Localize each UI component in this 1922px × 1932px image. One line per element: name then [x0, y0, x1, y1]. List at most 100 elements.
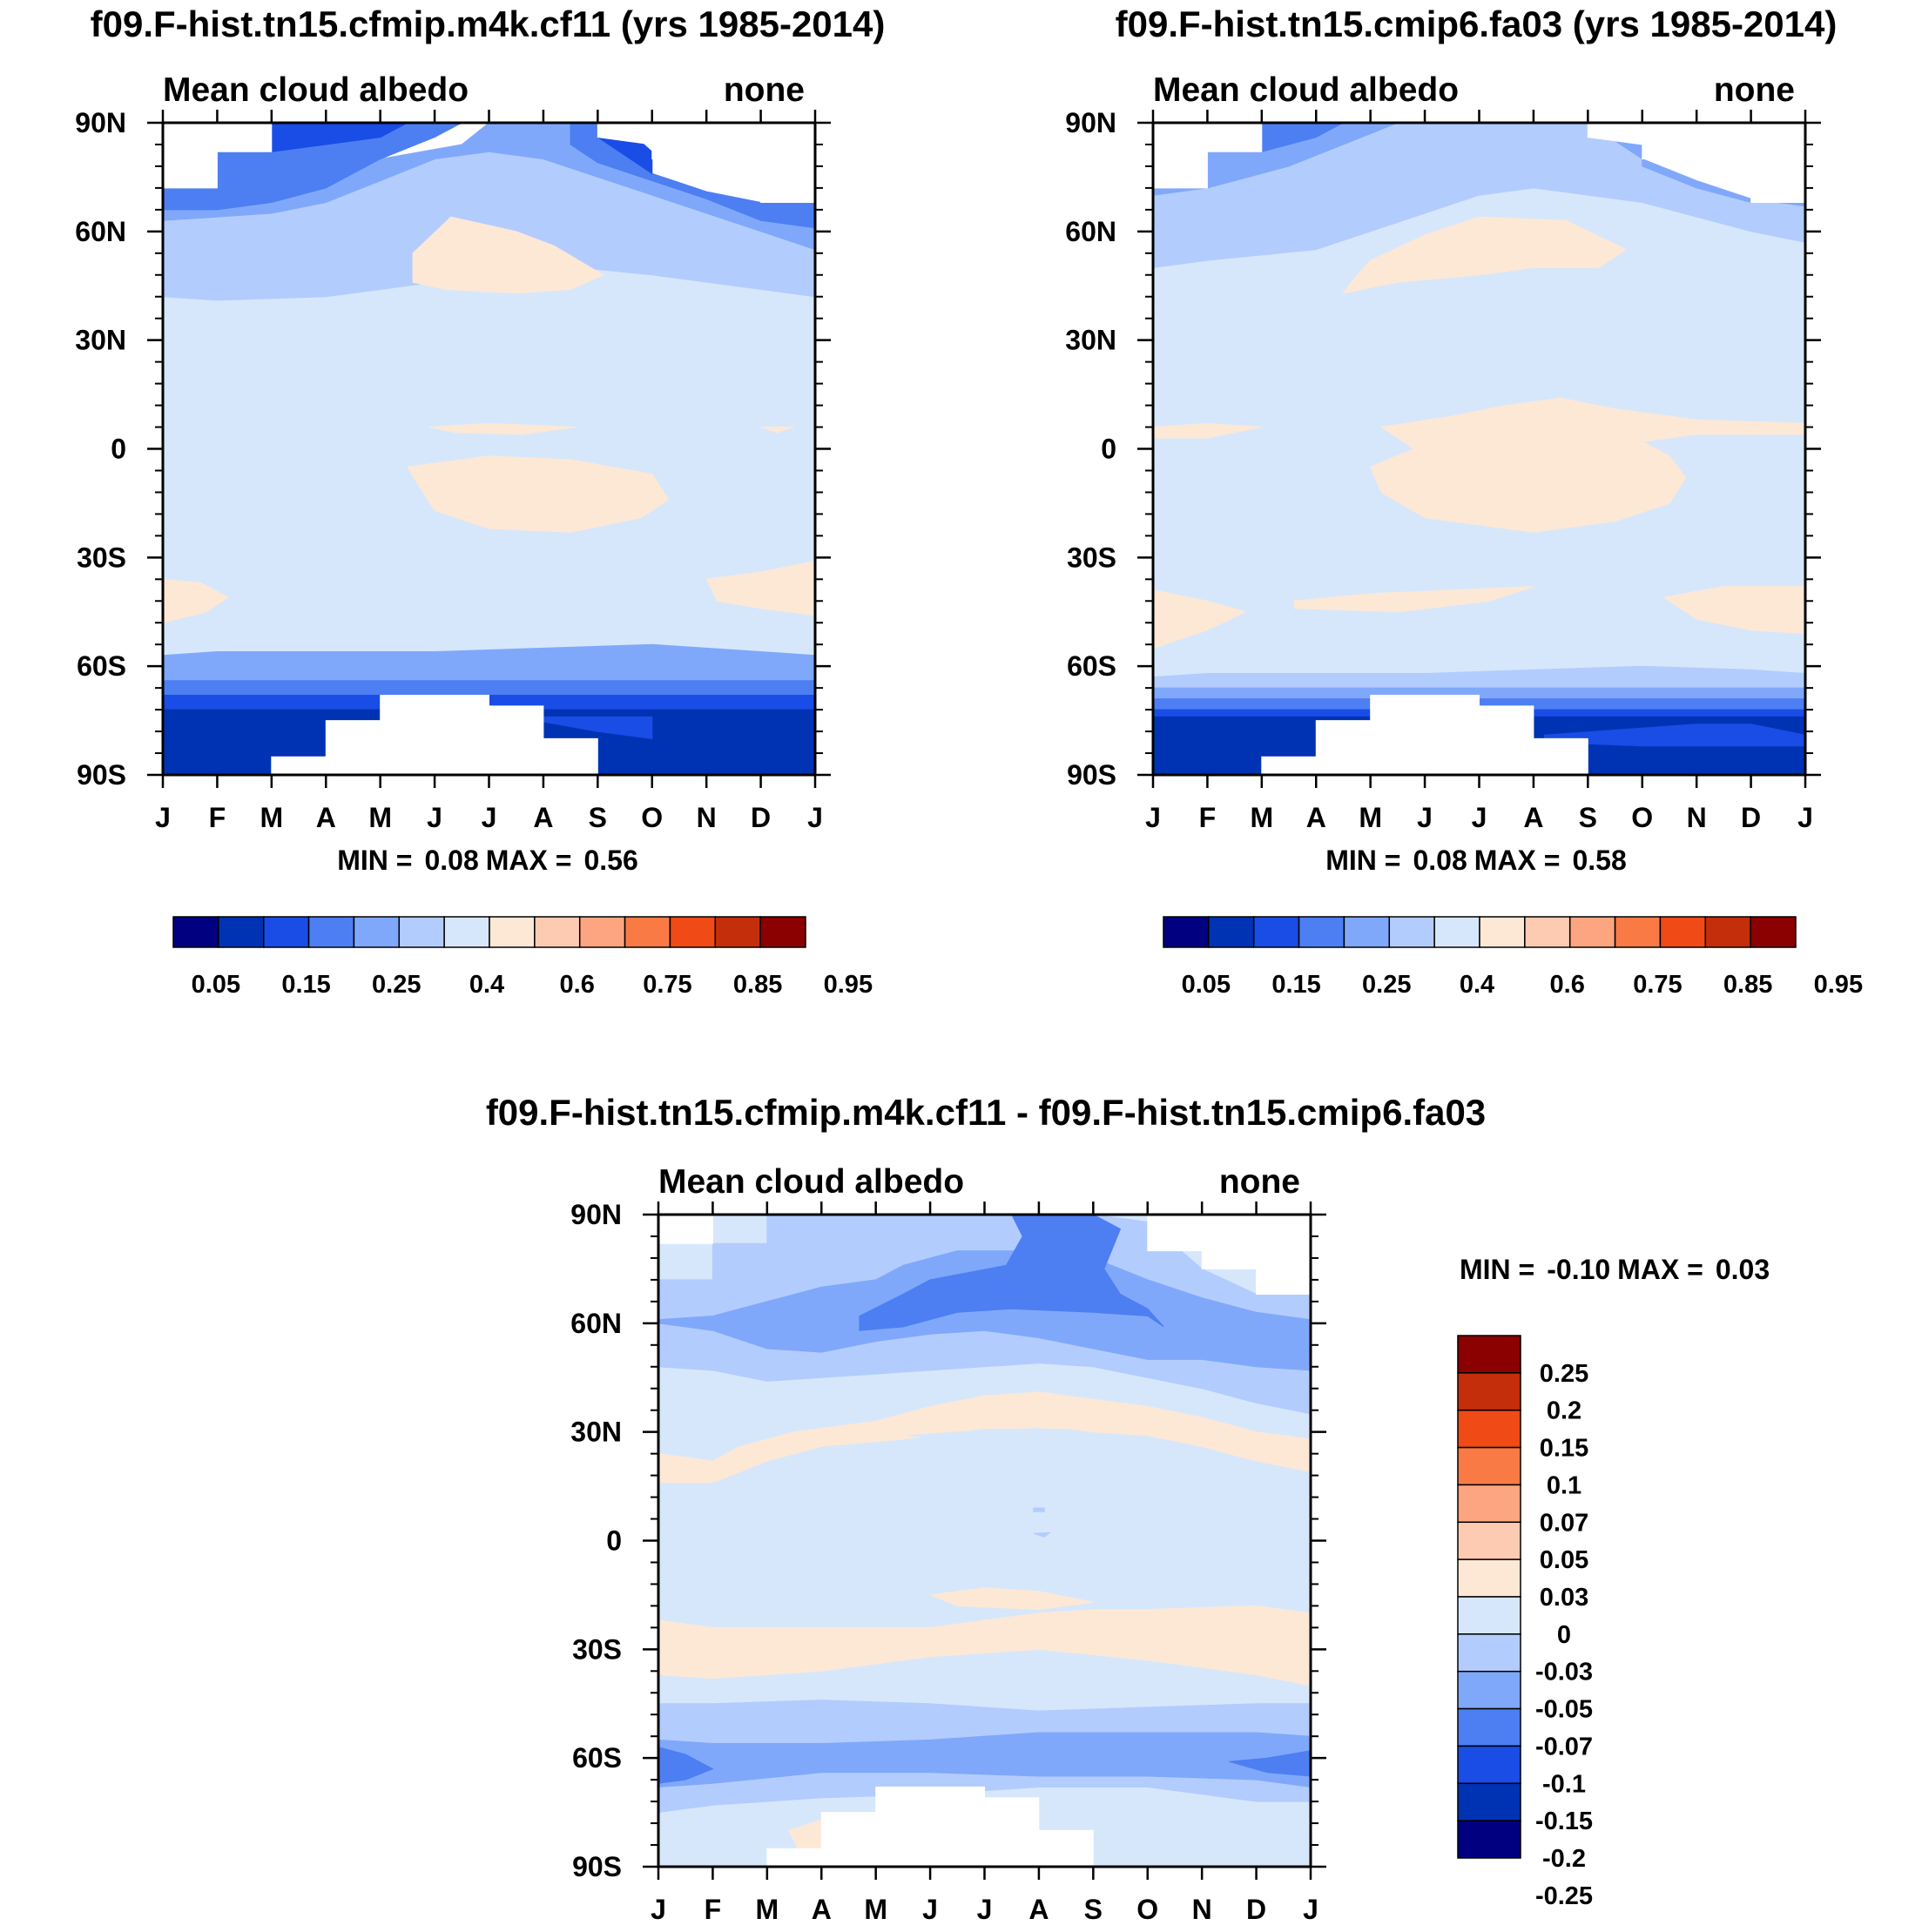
y-tick-label: 90N — [75, 107, 126, 138]
panel2: J F M A M J J A S O N D J 90N 60N 30N 0 30S 60S 90S f09.F-hi… — [1065, 3, 1863, 999]
x-tick-label: O — [1136, 1894, 1158, 1925]
y-tick-label: 60N — [1065, 216, 1116, 247]
x-tick-label: J — [155, 802, 171, 833]
colorbar-label: 0.95 — [1814, 971, 1863, 999]
contour-band-5 — [1033, 1531, 1051, 1538]
min-max-label: MIN = 0.08 MAX = 0.56 — [337, 845, 637, 876]
x-tick-label: M — [1359, 802, 1382, 833]
contour-band-3 — [163, 680, 815, 696]
y-tick-label: 0 — [111, 434, 126, 465]
contour-band-7 — [1293, 586, 1534, 613]
colorbar-box — [1252, 916, 1300, 948]
x-tick-label: N — [697, 802, 717, 833]
colorbar-label: 0.05 — [1182, 971, 1231, 999]
y-tick-label: 90S — [1067, 759, 1116, 791]
min-max-min_label: MIN = — [1460, 1254, 1534, 1285]
colorbar-label: 0.4 — [469, 971, 504, 999]
colorbar-box — [534, 916, 581, 948]
missing-data-region — [658, 1215, 713, 1244]
colorbar-label: -0.07 — [1535, 1733, 1593, 1760]
y-tick-label: 90N — [570, 1199, 622, 1230]
colorbar-label: 0.75 — [1633, 971, 1682, 999]
contour-band-3 — [1229, 1750, 1311, 1777]
x-tick-label: S — [1084, 1894, 1103, 1925]
y-tick-label: 90S — [77, 759, 126, 791]
panel1: J F M A M J J A S O N D J 90N 60N 30N 0 30S 60S 90S f09.F-hi… — [75, 3, 885, 999]
y-tick-label: 30N — [570, 1417, 622, 1448]
x-tick-label: M — [864, 1894, 887, 1925]
x-tick-label: A — [812, 1894, 832, 1925]
x-tick-label: O — [641, 802, 663, 833]
colorbar-box — [1457, 1335, 1521, 1374]
y-tick-label: 60S — [77, 650, 126, 682]
x-tick-label: A — [1028, 1894, 1049, 1925]
y-tick-label: 30S — [572, 1633, 622, 1665]
colorbar-box — [1524, 916, 1571, 948]
contour-band-3 — [859, 1215, 1164, 1331]
colorbar-label: 0.25 — [1540, 1360, 1588, 1388]
missing-data-region — [597, 123, 815, 203]
contour-band-7 — [928, 1587, 1094, 1611]
field-label: Mean cloud albedo — [1153, 71, 1459, 109]
colorbar-box — [398, 916, 445, 948]
colorbar-box — [1457, 1409, 1521, 1449]
units-label: none — [1219, 1163, 1300, 1201]
colorbar-label: 0.85 — [733, 971, 782, 999]
colorbar-label: 0.6 — [560, 971, 595, 999]
colorbar-box — [1457, 1782, 1521, 1821]
min-max-label: MIN = 0.08 MAX = 0.58 — [1325, 845, 1626, 876]
colorbar-box — [1298, 916, 1345, 948]
colorbar-label: 0.95 — [824, 971, 873, 999]
contour-band-2 — [516, 716, 653, 739]
colorbar-box — [1457, 1372, 1521, 1411]
missing-data-region — [1153, 123, 1263, 189]
colorbar-label: 0.03 — [1540, 1584, 1588, 1612]
colorbar-label: 0.2 — [1547, 1397, 1581, 1425]
colorbar-label: -0.25 — [1535, 1882, 1593, 1910]
x-tick-label: J — [1472, 802, 1487, 833]
colorbar-label: 0.07 — [1540, 1509, 1588, 1537]
min-max-max_value: 0.58 — [1572, 845, 1626, 876]
y-tick-label: 0 — [606, 1525, 622, 1557]
missing-data-region — [1587, 123, 1805, 203]
colorbar-box — [714, 916, 761, 948]
y-tick-label: 30S — [77, 542, 126, 573]
colorbar-label: -0.15 — [1535, 1807, 1593, 1835]
missing-data-region — [271, 695, 598, 775]
x-tick-label: O — [1631, 802, 1653, 833]
contour-band-7 — [1153, 422, 1262, 439]
contour-band-7 — [428, 422, 577, 435]
colorbar-label: 0.4 — [1460, 971, 1494, 999]
colorbar-box — [1457, 1484, 1521, 1524]
units-label: none — [724, 71, 805, 109]
colorbar-box — [669, 916, 717, 948]
colorbar-box — [1457, 1633, 1521, 1673]
y-tick-label: 30N — [75, 325, 126, 356]
colorbar-box — [172, 916, 219, 948]
colorbar-box — [489, 916, 536, 948]
missing-data-region — [1261, 695, 1588, 775]
min-max-min_label: MIN = — [337, 845, 412, 876]
contour-band-7 — [658, 1391, 1311, 1484]
colorbar-label: -0.1 — [1542, 1770, 1586, 1798]
contour-band-7 — [1662, 586, 1805, 635]
contour-band-7 — [163, 578, 229, 623]
field-label: Mean cloud albedo — [658, 1163, 964, 1201]
colorbar-label: -0.05 — [1535, 1696, 1593, 1724]
contour-band-4 — [1153, 687, 1805, 700]
x-tick-label: D — [1246, 1894, 1266, 1925]
colorbar-label: 0.75 — [643, 971, 691, 999]
x-tick-label: M — [1251, 802, 1274, 833]
y-tick-label: 30N — [1065, 325, 1116, 356]
y-tick-label: 60N — [570, 1308, 622, 1339]
x-tick-label: N — [1687, 802, 1707, 833]
x-tick-label: F — [1199, 802, 1217, 833]
x-tick-label: J — [922, 1894, 938, 1925]
y-tick-label: 60S — [572, 1742, 622, 1774]
colorbar-box — [1388, 916, 1435, 948]
contour-band-7 — [760, 427, 794, 434]
colorbar: 0.05 0.15 0.25 0.4 0.6 0.75 0.85 0.95 — [1163, 916, 1863, 999]
colorbar-label: 0.6 — [1550, 971, 1585, 999]
x-tick-label: J — [807, 802, 823, 833]
x-tick-label: A — [1523, 802, 1543, 833]
